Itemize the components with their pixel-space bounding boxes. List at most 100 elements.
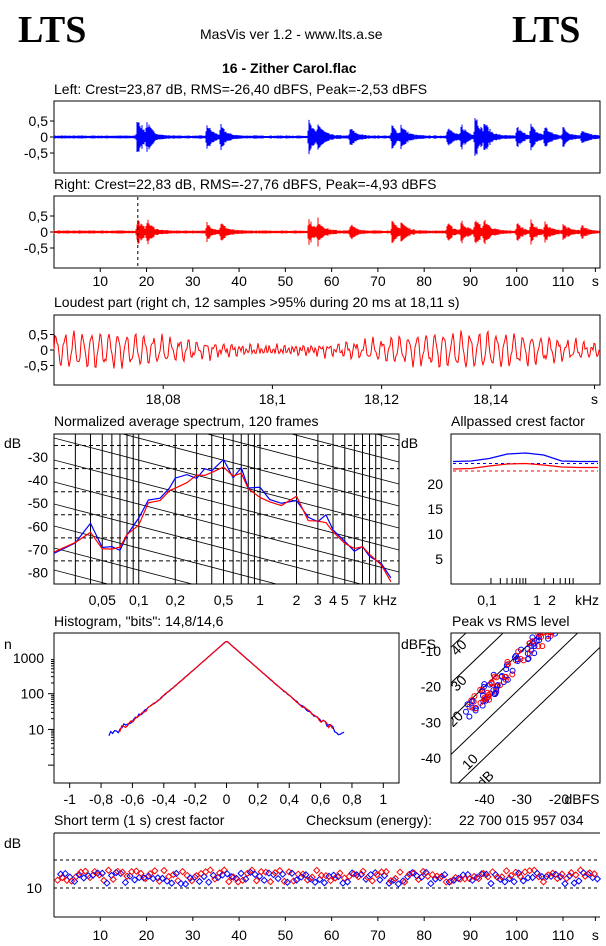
short-term-point [528, 873, 537, 882]
peak-rms-point [477, 686, 484, 693]
peak-rms-point [466, 713, 473, 720]
peak-rms-point [548, 624, 553, 629]
xtick-label: 0,2 [166, 592, 186, 608]
peak-rms-point [520, 657, 527, 664]
peak-rms-point [548, 621, 553, 626]
ytick-label: -30 [28, 449, 48, 465]
xtick-label: 0,4 [279, 791, 299, 807]
short-term-point [178, 867, 187, 876]
xtick-label: 70 [370, 927, 386, 943]
peak-rms-point [563, 605, 568, 610]
ytick-label: -60 [28, 518, 48, 534]
short-term-point [163, 877, 171, 885]
spectrum-grid [54, 434, 399, 748]
allpass-xticks: 0,1 1 2 kHz [477, 592, 599, 608]
short-term-point [237, 869, 245, 878]
histogram-title: Histogram, "bits": 14,8/14,6 [54, 613, 224, 629]
histogram-line [119, 640, 334, 732]
xtick-label: 0 [223, 791, 231, 807]
allpass-line [452, 452, 598, 463]
peak-rms-point [491, 673, 498, 680]
short-term-point [575, 877, 583, 885]
short-term-point [302, 871, 310, 879]
short-term-point [586, 869, 594, 877]
grid-slope [290, 434, 399, 463]
xtick-label: 18,1 [259, 391, 286, 407]
xtick-label: -30 [512, 791, 532, 807]
ytick-label: -20 [421, 679, 441, 695]
short-term-point [265, 869, 273, 877]
short-term-point [428, 871, 437, 879]
short-term-point [72, 872, 80, 881]
short-term-point [385, 879, 393, 887]
grid-slope [54, 658, 399, 748]
peak-rms-point [502, 676, 509, 683]
ytick-label: -0,5 [24, 145, 48, 161]
peak-rms-point [539, 643, 546, 650]
peak-rms-point [491, 691, 498, 698]
short-term-point [121, 878, 130, 887]
peak-rms-point [462, 708, 469, 715]
xtick-label: -40 [474, 791, 494, 807]
spectrum-frame [53, 433, 400, 585]
xtick-label: -0,4 [152, 791, 176, 807]
grid-slope [54, 525, 278, 584]
waveform-right-xticks: 10 20 30 40 50 60 70 80 90 100 110 s [92, 268, 599, 289]
xtick-label: -0,2 [183, 791, 207, 807]
short-term-point [274, 874, 282, 883]
xtick-label: 10 [92, 273, 108, 289]
peak-rms-point [565, 616, 570, 621]
peak-rms-point [529, 634, 536, 641]
peak-rms-point [481, 694, 488, 701]
short-term-point [496, 875, 504, 883]
grid-slope [54, 636, 399, 726]
xtick-label: 1 [379, 791, 387, 807]
short-term-point [553, 874, 562, 883]
spectrum-series [54, 458, 392, 582]
short-term-panel: 10 10 20 30 40 50 60 70 80 90 100 110 s dB [4, 832, 602, 943]
peak-rms-point [517, 655, 524, 662]
ytick-label: -40 [28, 472, 48, 488]
xtick-label: 18,08 [146, 391, 181, 407]
xtick-label: 20 [139, 273, 155, 289]
peak-rms-point [556, 620, 561, 625]
xtick-label: 70 [370, 273, 386, 289]
short-term-point [387, 876, 395, 885]
short-term-point [70, 877, 79, 886]
peak-rms-point [494, 682, 501, 689]
ytick-label: -0,5 [24, 358, 48, 374]
peak-rms-point [464, 701, 471, 708]
short-term-point [561, 879, 569, 888]
xtick-label: 80 [416, 927, 432, 943]
ytick-label: -0,5 [24, 240, 48, 256]
xtick-label: kHz [575, 592, 599, 608]
ytick-label: 15 [427, 501, 443, 517]
allpass-line [452, 462, 598, 470]
peak-rms-point [564, 603, 569, 608]
peak-rms-point [531, 650, 538, 657]
allpass-frame [450, 433, 601, 585]
short-term-point [151, 867, 159, 875]
diagonal-line [451, 633, 579, 756]
short-term-point [311, 878, 319, 886]
xtick-label: 10 [92, 927, 108, 943]
spectrum-line [54, 458, 392, 579]
short-term-point [539, 878, 548, 886]
loudest-yticks: 0,50-0,5 [24, 327, 54, 374]
short-term-point [61, 869, 69, 878]
xtick-label: 80 [416, 273, 432, 289]
short-term-point [505, 874, 514, 883]
short-term-point [123, 872, 131, 880]
xtick-label: 40 [231, 273, 247, 289]
ytick-label: 0 [40, 129, 48, 145]
xtick-label: 0,6 [311, 791, 331, 807]
peak-rms-point [536, 633, 543, 638]
peak-rms-point [551, 621, 556, 626]
short-term-point [200, 872, 208, 881]
ytick-label: -50 [28, 495, 48, 511]
xtick-label: -0,6 [120, 791, 144, 807]
short-term-point [289, 877, 298, 885]
short-term-point [482, 870, 491, 878]
xtick-label: 0,1 [477, 592, 497, 608]
